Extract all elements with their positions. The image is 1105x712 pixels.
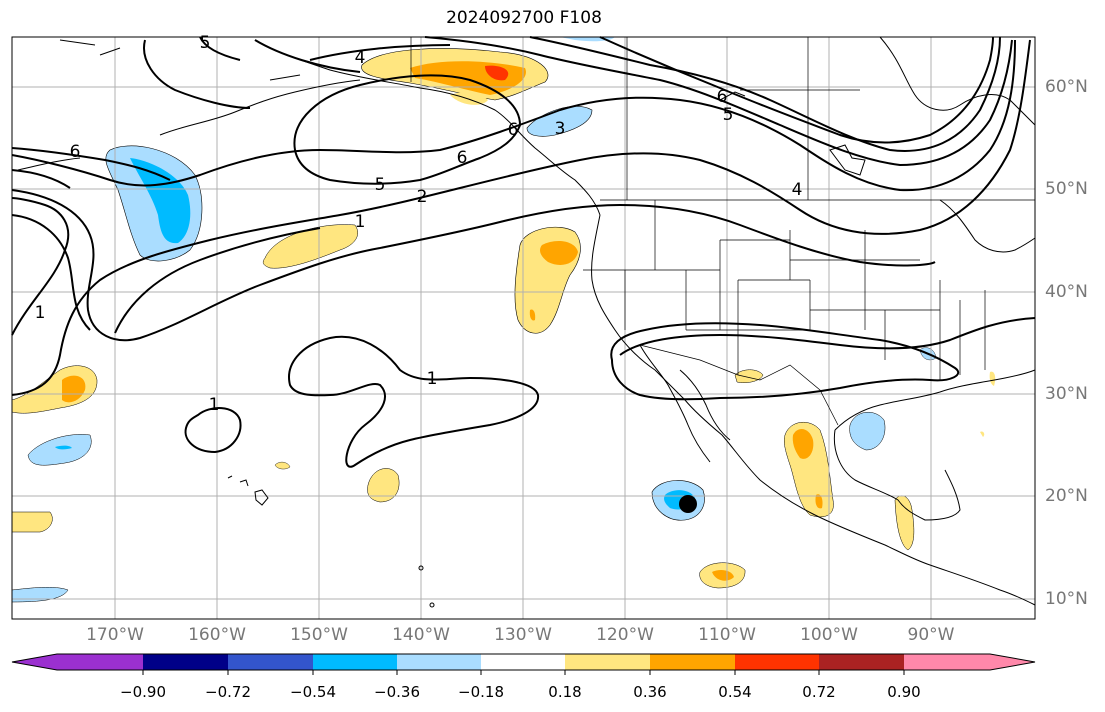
colorbar-tick-label: 0.18: [548, 683, 582, 701]
contour-lines: [11, 36, 1036, 468]
colorbar-tick-label: −0.18: [458, 683, 504, 701]
map-frame: [11, 36, 1036, 620]
colorbar-segment: [735, 654, 819, 670]
colorbar-tick-label: −0.36: [374, 683, 420, 701]
contour-label: 2: [417, 187, 428, 207]
colorbar-segment: [397, 654, 481, 670]
colorbar-segment: [12, 654, 57, 670]
contour-label: 1: [35, 303, 46, 323]
colorbar-segment: [650, 654, 735, 670]
latitude-label: 40°N: [1045, 282, 1088, 302]
contour-label: 6: [457, 148, 468, 168]
longitude-label: 160°W: [188, 625, 246, 645]
contour-label: 4: [355, 48, 366, 68]
longitude-label: 140°W: [392, 625, 450, 645]
graticule: [12, 37, 1035, 619]
colorbar-segment: [57, 654, 143, 670]
colorbar-segment: [904, 654, 990, 670]
contour-label: 6: [70, 142, 81, 162]
storm-center-dot: [679, 495, 697, 513]
longitude-label: 100°W: [800, 625, 858, 645]
contour-label: 3: [555, 119, 566, 139]
colorbar-tick-label: 0.36: [633, 683, 667, 701]
longitude-label: 90°W: [907, 625, 955, 645]
longitude-label: 110°W: [698, 625, 756, 645]
colorbar-segment: [990, 654, 1035, 670]
longitude-label: 120°W: [596, 625, 654, 645]
colorbar-segment: [819, 654, 904, 670]
coastlines: [17, 36, 1036, 606]
map-title: 2024092700 F108: [446, 8, 602, 28]
contour-label: 5: [375, 175, 386, 195]
colorbar-tick-label: 0.54: [718, 683, 752, 701]
latitude-label: 50°N: [1045, 179, 1088, 199]
colorbar-segment: [565, 654, 650, 670]
colorbar-segment: [228, 654, 313, 670]
longitude-label: 150°W: [290, 625, 348, 645]
colorbar-segment: [143, 654, 228, 670]
contour-label: 1: [427, 369, 438, 389]
contour-label: 1: [209, 395, 220, 415]
colorbar: [11, 653, 1036, 675]
colorbar-tick-label: −0.72: [205, 683, 251, 701]
longitude-label: 130°W: [494, 625, 552, 645]
colorbar-tick-label: −0.54: [290, 683, 336, 701]
contour-label: 5: [723, 105, 734, 125]
contour-label: 5: [200, 33, 211, 53]
contour-label: 6: [508, 120, 519, 140]
colorbar-segment: [481, 654, 565, 670]
contour-label: 1: [355, 212, 366, 232]
latitude-label: 10°N: [1045, 589, 1088, 609]
colorbar-segment: [313, 654, 397, 670]
colorbar-tick-label: −0.90: [120, 683, 166, 701]
latitude-label: 30°N: [1045, 384, 1088, 404]
colorbar-tick-label: 0.90: [887, 683, 921, 701]
latitude-label: 20°N: [1045, 486, 1088, 506]
colorbar-tick-label: 0.72: [802, 683, 836, 701]
contour-label: 4: [792, 180, 803, 200]
hawaii-islands: [227, 475, 435, 608]
latitude-label: 60°N: [1045, 77, 1088, 97]
longitude-label: 170°W: [86, 625, 144, 645]
contour-label: 6: [717, 87, 728, 107]
colorbar-outline: [11, 653, 1036, 671]
contour-labels: 4 5 6 6 3 5 2 1 6 1 1 1 4 5 6: [35, 33, 803, 415]
